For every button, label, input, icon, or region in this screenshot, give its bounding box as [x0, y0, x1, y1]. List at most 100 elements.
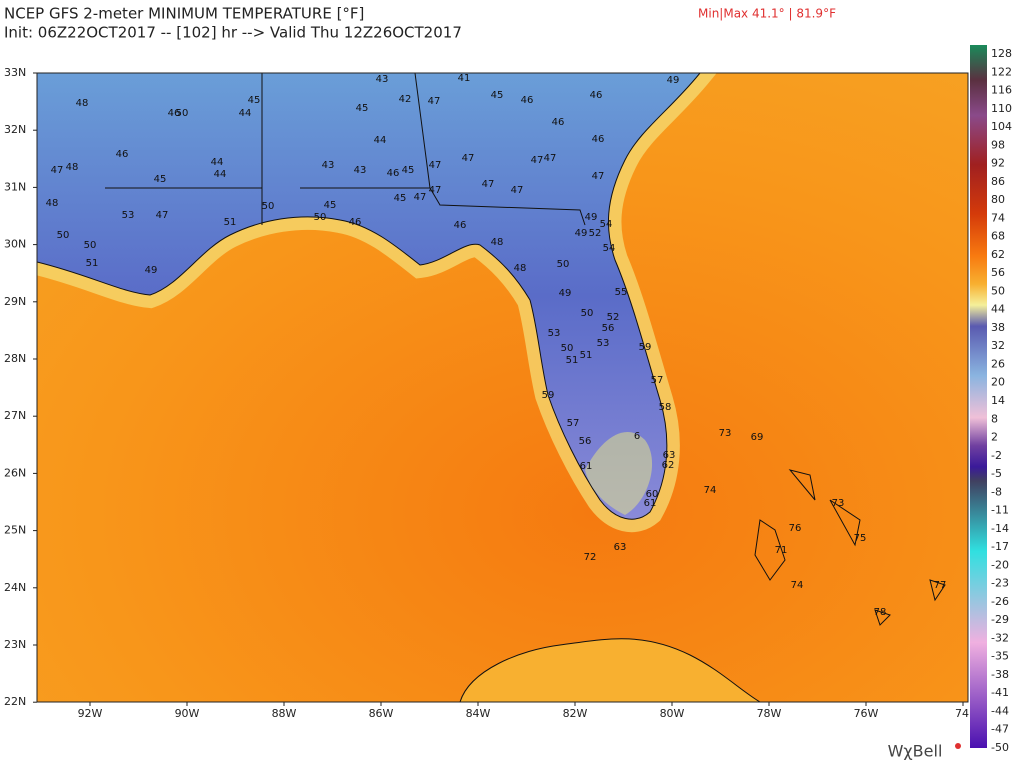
station-value: 48 — [491, 237, 504, 248]
station-value: 59 — [542, 390, 555, 401]
station-value: 49 — [585, 212, 598, 223]
station-value: 69 — [751, 432, 764, 443]
lat-label: 28N — [4, 352, 26, 365]
colorbar-label: -2 — [991, 449, 1002, 462]
station-value: 56 — [579, 436, 592, 447]
lon-label: 80W — [660, 707, 685, 720]
station-value: 56 — [602, 323, 615, 334]
lon-label: 76W — [854, 707, 879, 720]
colorbar-label: 110 — [991, 102, 1012, 115]
station-value: 45 — [402, 165, 415, 176]
lat-label: 22N — [4, 695, 26, 708]
station-value: 78 — [874, 607, 887, 618]
station-value: 51 — [224, 217, 237, 228]
bahamas — [754, 469, 946, 626]
lon-label: 86W — [369, 707, 394, 720]
station-value: 43 — [322, 160, 335, 171]
station-value: 44 — [374, 135, 387, 146]
colorbar-label: 44 — [991, 303, 1005, 316]
station-value: 50 — [176, 108, 189, 119]
colorbar-label: 2 — [991, 431, 998, 444]
lat-label: 23N — [4, 638, 26, 651]
colorbar-label: 98 — [991, 138, 1005, 151]
station-value: 50 — [84, 240, 97, 251]
colorbar-label: -5 — [991, 467, 1002, 480]
map — [37, 73, 968, 702]
station-value: 63 — [614, 542, 627, 553]
colorbar-label: -41 — [991, 686, 1009, 699]
station-value: 43 — [354, 165, 367, 176]
colorbar-label: -47 — [991, 723, 1009, 736]
lat-label: 31N — [4, 180, 26, 193]
colorbar-label: -35 — [991, 650, 1009, 663]
colorbar-label: -44 — [991, 704, 1009, 717]
colorbar-label: -38 — [991, 668, 1009, 681]
station-value: 50 — [557, 259, 570, 270]
colorbar-label: 32 — [991, 339, 1005, 352]
station-value: 46 — [592, 134, 605, 145]
station-value: 45 — [324, 200, 337, 211]
station-value: 47 — [592, 171, 605, 182]
station-value: 54 — [603, 243, 616, 254]
station-value: 50 — [262, 201, 275, 212]
station-value: 46 — [116, 149, 129, 160]
lat-label: 29N — [4, 295, 26, 308]
station-value: 46 — [521, 95, 534, 106]
station-value: 47 — [482, 179, 495, 190]
station-value: 51 — [580, 350, 593, 361]
logo: WχBell — [888, 742, 943, 761]
colorbar-label: -20 — [991, 558, 1009, 571]
colorbar-label: 14 — [991, 394, 1005, 407]
station-value: 45 — [394, 193, 407, 204]
lon-label: 74 — [955, 707, 969, 720]
station-value: 51 — [566, 355, 579, 366]
station-value: 44 — [239, 108, 252, 119]
colorbar-label: 26 — [991, 357, 1005, 370]
lat-label: 26N — [4, 466, 26, 479]
station-value: 50 — [314, 212, 327, 223]
station-value: 51 — [86, 258, 99, 269]
station-value: 47 — [429, 185, 442, 196]
station-value: 43 — [376, 74, 389, 85]
station-value: 74 — [791, 580, 804, 591]
station-value: 75 — [854, 533, 867, 544]
station-value: 53 — [548, 328, 561, 339]
station-value: 41 — [458, 73, 471, 84]
lon-label: 82W — [563, 707, 588, 720]
colorbar-label: 104 — [991, 120, 1012, 133]
colorbar-label: 68 — [991, 230, 1005, 243]
colorbar-label: 92 — [991, 157, 1005, 170]
colorbar-label: 50 — [991, 284, 1005, 297]
station-value: 48 — [46, 198, 59, 209]
station-value: 73 — [832, 498, 845, 509]
station-value: 46 — [168, 108, 181, 119]
colorbar-label: -23 — [991, 577, 1009, 590]
station-value: 45 — [491, 90, 504, 101]
colorbar-label: 74 — [991, 211, 1005, 224]
station-value: 53 — [597, 338, 610, 349]
colorbar-label: -14 — [991, 522, 1009, 535]
station-value: 46 — [552, 117, 565, 128]
station-value: 45 — [356, 103, 369, 114]
station-value: 59 — [639, 342, 652, 353]
land — [37, 73, 701, 520]
station-value: 57 — [651, 375, 664, 386]
station-value: 47 — [511, 185, 524, 196]
colorbar-label: -26 — [991, 595, 1009, 608]
station-value: 77 — [934, 580, 947, 591]
station-value: 61 — [580, 461, 593, 472]
map-frame — [36, 72, 969, 703]
lat-label: 24N — [4, 581, 26, 594]
station-value: 62 — [662, 460, 675, 471]
station-value: 71 — [775, 545, 788, 556]
lat-label: 32N — [4, 123, 26, 136]
station-value: 47 — [531, 155, 544, 166]
station-value: 49 — [575, 228, 588, 239]
lat-label: 33N — [4, 66, 26, 79]
colorbar-label: -17 — [991, 540, 1009, 553]
colorbar-label: 86 — [991, 175, 1005, 188]
station-value: 52 — [589, 228, 602, 239]
station-value: 47 — [544, 153, 557, 164]
station-value: 72 — [584, 552, 597, 563]
